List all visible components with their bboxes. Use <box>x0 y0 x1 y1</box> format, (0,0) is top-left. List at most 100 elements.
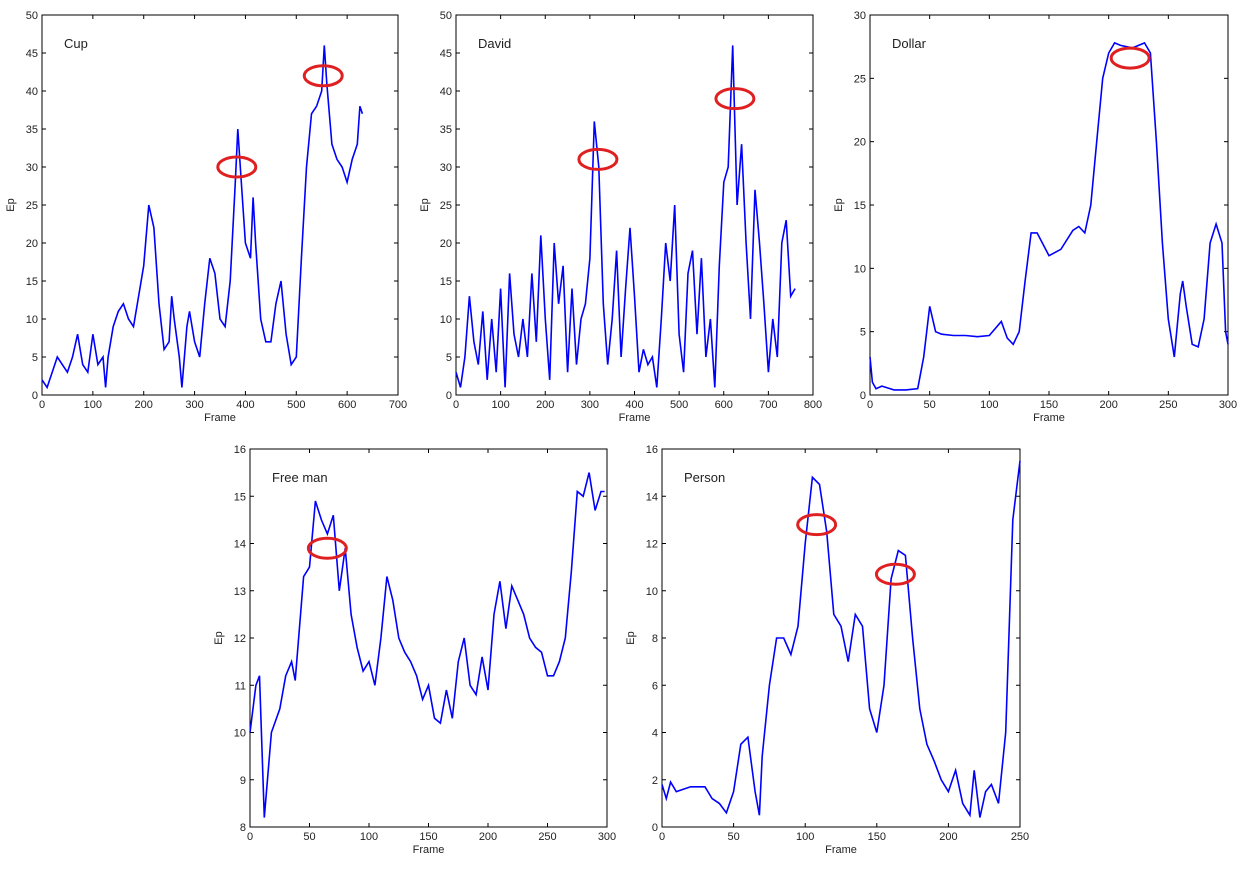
x-tick-label: 600 <box>338 399 356 411</box>
x-tick-label: 0 <box>659 831 665 843</box>
x-tick-label: 700 <box>759 399 777 411</box>
y-tick-label: 20 <box>26 238 38 250</box>
highlight-ellipse <box>796 513 838 537</box>
y-axis-label: Ep <box>5 198 17 211</box>
x-tick-label: 400 <box>236 399 254 411</box>
y-tick-label: 25 <box>440 200 452 212</box>
x-tick-label: 50 <box>727 831 739 843</box>
data-line <box>455 45 796 388</box>
x-tick-label: 100 <box>980 399 998 411</box>
y-tick-label: 40 <box>440 86 452 98</box>
y-tick-label: 35 <box>26 124 38 136</box>
chart-title: David <box>478 36 511 51</box>
y-tick-label: 12 <box>646 539 658 551</box>
y-axis-label: Ep <box>213 631 225 644</box>
y-tick-label: 13 <box>234 586 246 598</box>
y-tick-label: 16 <box>234 444 246 456</box>
highlight-ellipse <box>874 562 916 586</box>
x-tick-label: 50 <box>924 399 936 411</box>
y-tick-label: 0 <box>652 822 658 834</box>
axes-box <box>869 14 1229 396</box>
y-tick-label: 50 <box>440 10 452 22</box>
y-tick-label: 5 <box>32 352 38 364</box>
highlight-ellipse <box>577 147 619 171</box>
x-tick-label: 150 <box>868 831 886 843</box>
x-tick-label: 250 <box>538 831 556 843</box>
y-tick-label: 5 <box>860 327 866 339</box>
axes-box <box>41 14 399 396</box>
y-tick-label: 5 <box>446 352 452 364</box>
y-tick-label: 11 <box>235 680 246 692</box>
highlight-ellipse <box>216 155 258 179</box>
y-tick-label: 8 <box>652 633 658 645</box>
x-tick-label: 500 <box>670 399 688 411</box>
x-tick-label: 500 <box>287 399 305 411</box>
x-tick-label: 250 <box>1011 831 1029 843</box>
axes-box <box>455 14 814 396</box>
data-line <box>41 45 364 390</box>
highlight-ellipse <box>714 87 756 111</box>
data-line <box>661 460 1021 818</box>
x-tick-label: 600 <box>715 399 733 411</box>
y-tick-label: 4 <box>652 728 658 740</box>
chart-title: Cup <box>64 36 88 51</box>
x-tick-label: 200 <box>135 399 153 411</box>
y-tick-label: 15 <box>234 491 246 503</box>
x-tick-label: 200 <box>1099 399 1117 411</box>
x-tick-label: 200 <box>479 831 497 843</box>
y-tick-label: 35 <box>440 124 452 136</box>
y-tick-label: 10 <box>26 314 38 326</box>
y-tick-label: 25 <box>26 200 38 212</box>
y-tick-label: 10 <box>854 263 866 275</box>
y-tick-label: 15 <box>26 276 38 288</box>
x-tick-label: 200 <box>939 831 957 843</box>
y-tick-label: 16 <box>646 444 658 456</box>
y-tick-label: 25 <box>854 73 866 85</box>
axes-box <box>249 448 608 828</box>
x-tick-label: 0 <box>453 399 459 411</box>
chart-title: Free man <box>272 470 328 485</box>
x-tick-label: 300 <box>185 399 203 411</box>
y-tick-label: 20 <box>440 238 452 250</box>
y-tick-label: 6 <box>652 680 658 692</box>
x-axis-label: Frame <box>825 844 857 856</box>
x-axis-label: Frame <box>413 844 445 856</box>
y-tick-label: 2 <box>652 775 658 787</box>
y-tick-label: 0 <box>446 390 452 402</box>
highlight-ellipse <box>302 64 344 88</box>
y-tick-label: 14 <box>234 539 246 551</box>
x-axis-label: Frame <box>204 412 236 424</box>
x-tick-label: 0 <box>867 399 873 411</box>
x-axis-label: Frame <box>619 412 651 424</box>
x-tick-label: 300 <box>598 831 616 843</box>
y-tick-label: 50 <box>26 10 38 22</box>
data-line <box>249 472 605 818</box>
y-tick-label: 30 <box>854 10 866 22</box>
x-tick-label: 800 <box>804 399 822 411</box>
x-tick-label: 0 <box>39 399 45 411</box>
y-tick-label: 10 <box>440 314 452 326</box>
x-tick-label: 250 <box>1159 399 1177 411</box>
x-tick-label: 100 <box>796 831 814 843</box>
x-tick-label: 50 <box>303 831 315 843</box>
y-tick-label: 10 <box>234 728 246 740</box>
y-tick-label: 15 <box>440 276 452 288</box>
x-tick-label: 400 <box>625 399 643 411</box>
y-tick-label: 0 <box>32 390 38 402</box>
chart-title: Dollar <box>892 36 927 51</box>
y-tick-label: 45 <box>440 48 452 60</box>
data-line <box>869 41 1229 391</box>
y-tick-label: 9 <box>240 775 246 787</box>
y-tick-label: 10 <box>646 586 658 598</box>
y-tick-label: 30 <box>26 162 38 174</box>
x-tick-label: 200 <box>536 399 554 411</box>
x-tick-label: 0 <box>247 831 253 843</box>
x-tick-label: 150 <box>419 831 437 843</box>
y-axis-label: Ep <box>625 631 637 644</box>
y-tick-label: 12 <box>234 633 246 645</box>
x-tick-label: 150 <box>1040 399 1058 411</box>
axes-box <box>661 448 1021 828</box>
y-tick-label: 8 <box>240 822 246 834</box>
y-tick-label: 15 <box>854 200 866 212</box>
